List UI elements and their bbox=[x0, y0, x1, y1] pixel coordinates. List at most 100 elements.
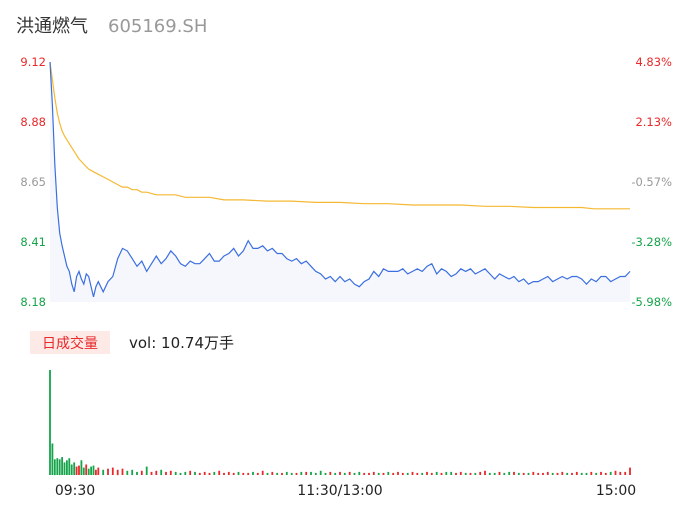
volume-bar bbox=[295, 472, 298, 475]
volume-bar bbox=[160, 469, 163, 476]
volume-bar bbox=[261, 470, 264, 475]
volume-bar bbox=[78, 465, 80, 475]
volume-bar bbox=[73, 462, 76, 475]
volume-bar bbox=[575, 471, 578, 475]
volume-bar bbox=[82, 467, 85, 475]
volume-bar bbox=[493, 472, 496, 475]
volume-bar bbox=[517, 472, 520, 475]
volume-bar bbox=[459, 471, 462, 475]
volume-bar bbox=[551, 472, 554, 475]
y-tick-label-left: 8.65 bbox=[20, 175, 46, 189]
volume-bar bbox=[464, 472, 467, 475]
volume-bar bbox=[290, 472, 293, 475]
volume-bar bbox=[281, 472, 283, 475]
volume-bar bbox=[397, 471, 399, 475]
volume-tab[interactable]: 日成交量 bbox=[30, 331, 110, 354]
volume-bar bbox=[411, 471, 414, 475]
volume-bar bbox=[169, 470, 172, 475]
volume-bar bbox=[184, 471, 187, 475]
volume-bar bbox=[484, 470, 486, 475]
volume-bar bbox=[247, 472, 250, 475]
volume-bar bbox=[590, 471, 593, 475]
volume-bar bbox=[223, 472, 225, 475]
volume-bar bbox=[542, 472, 544, 475]
y-tick-label-right: -3.28% bbox=[631, 235, 672, 249]
y-tick-label-right: -5.98% bbox=[631, 295, 672, 309]
volume-bar bbox=[51, 443, 54, 475]
volume-bar bbox=[377, 472, 380, 475]
volume-bar bbox=[97, 467, 100, 475]
volume-bar bbox=[488, 472, 491, 475]
volume-bar bbox=[334, 472, 337, 475]
volume-bar bbox=[310, 471, 312, 475]
average-price-line bbox=[49, 61, 630, 210]
volume-bar bbox=[440, 472, 443, 475]
volume-bar bbox=[53, 459, 56, 476]
volume-bar bbox=[237, 471, 240, 475]
volume-bar bbox=[556, 472, 559, 475]
volume-bar bbox=[107, 468, 109, 475]
volume-value-label: vol: 10.74万手 bbox=[129, 334, 234, 352]
volume-bar bbox=[242, 472, 245, 475]
volume-bar bbox=[522, 472, 525, 475]
volume-bar bbox=[155, 470, 158, 475]
y-tick-label-right: 2.13% bbox=[635, 115, 672, 129]
volume-bar bbox=[498, 471, 501, 475]
volume-bar bbox=[305, 471, 308, 475]
volume-bar bbox=[392, 472, 395, 475]
volume-bar bbox=[271, 471, 274, 475]
volume-bar bbox=[102, 469, 105, 476]
volume-bar bbox=[532, 471, 535, 475]
volume-bar bbox=[63, 462, 66, 475]
volume-bar bbox=[619, 471, 622, 475]
volume-bar bbox=[329, 471, 332, 475]
volume-bar bbox=[85, 464, 88, 475]
volume-bar bbox=[227, 471, 230, 475]
volume-bar bbox=[508, 471, 511, 475]
volume-bar bbox=[561, 471, 564, 475]
volume-bar bbox=[266, 472, 269, 475]
volume-bar bbox=[116, 469, 119, 476]
volume-bar bbox=[445, 471, 448, 475]
volume-bar bbox=[111, 467, 114, 475]
volume-bar bbox=[92, 465, 95, 475]
volume-bar bbox=[469, 472, 472, 475]
volume-bar bbox=[179, 472, 182, 475]
y-tick-label-left: 8.18 bbox=[20, 295, 46, 309]
volume-bar bbox=[126, 470, 129, 475]
volume-bar bbox=[61, 457, 63, 475]
volume-bar bbox=[430, 472, 433, 475]
volume-bar bbox=[387, 471, 390, 475]
volume-bar bbox=[382, 472, 385, 475]
volume-bar bbox=[49, 370, 51, 475]
volume-bar bbox=[609, 471, 612, 475]
volume-bar bbox=[75, 466, 78, 475]
volume-bar bbox=[314, 472, 317, 475]
stock-header: 洪通燃气 605169.SH bbox=[16, 12, 207, 40]
volume-bar bbox=[368, 472, 370, 475]
volume-bar bbox=[213, 471, 216, 475]
x-tick-label: 11:30/13:00 bbox=[297, 483, 382, 499]
volume-bar bbox=[435, 471, 438, 475]
volume-bar bbox=[513, 471, 515, 475]
volume-bar bbox=[604, 472, 607, 475]
volume-bar bbox=[87, 468, 90, 475]
volume-bar bbox=[232, 472, 235, 475]
volume-bar bbox=[165, 471, 167, 475]
volume-bar bbox=[353, 472, 356, 475]
y-tick-label-right: -0.57% bbox=[631, 175, 672, 189]
volume-bar bbox=[256, 472, 259, 475]
volume-bar bbox=[537, 472, 540, 475]
stock-name: 洪通燃气 bbox=[16, 16, 88, 37]
volume-bar bbox=[624, 471, 627, 475]
volume-bar bbox=[343, 472, 346, 475]
y-tick-label-right: 4.83% bbox=[635, 55, 672, 69]
volume-bar bbox=[70, 464, 73, 475]
volume-bar bbox=[136, 471, 138, 475]
volume-bar bbox=[527, 472, 530, 475]
volume-bar bbox=[571, 472, 573, 475]
volume-bar bbox=[372, 471, 375, 475]
volume-bar bbox=[416, 472, 419, 475]
volume-bar bbox=[421, 472, 424, 475]
volume-bar bbox=[450, 471, 453, 475]
